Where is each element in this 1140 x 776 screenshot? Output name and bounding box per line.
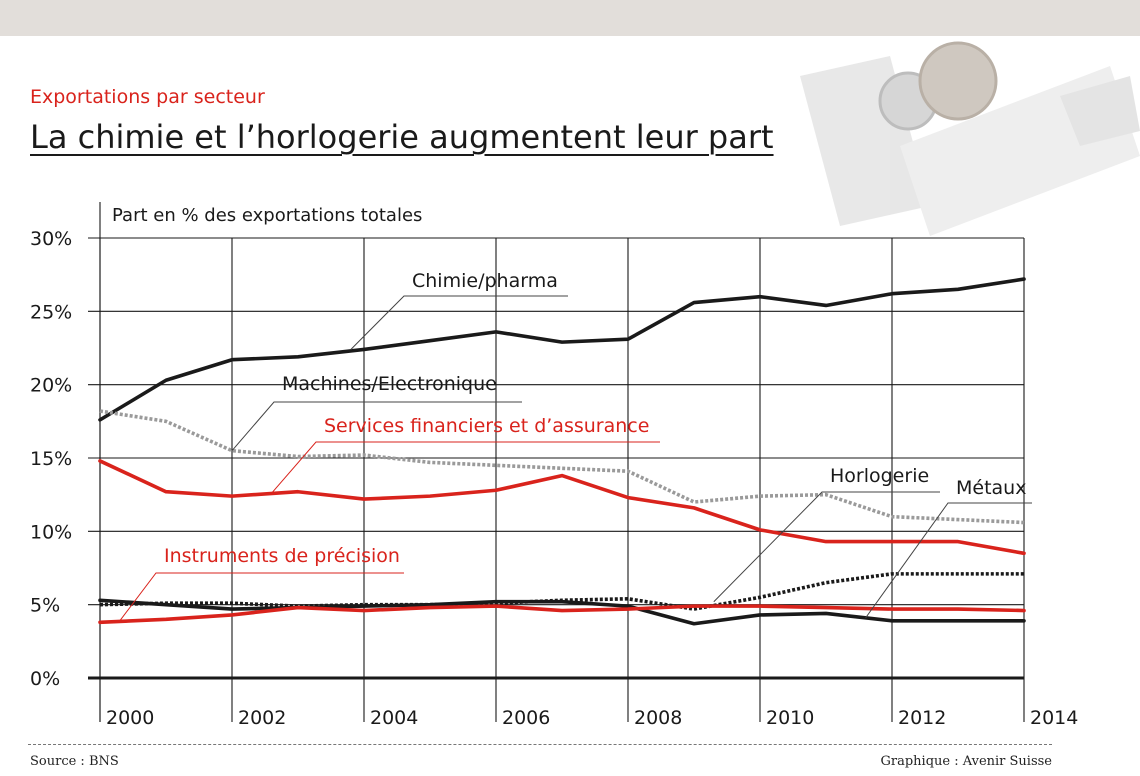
series-callout-line xyxy=(713,491,940,603)
x-tick-label: 2008 xyxy=(634,707,682,729)
series-label: Métaux xyxy=(956,477,1026,499)
y-axis-title: Part en % des exportations totales xyxy=(112,205,422,226)
x-tick-label: 2014 xyxy=(1030,707,1078,729)
series-line-5 xyxy=(98,598,1026,626)
series-callout-line xyxy=(119,572,404,622)
y-tick-label: 0% xyxy=(30,668,60,690)
top-bar xyxy=(0,0,1140,36)
x-tick-label: 2002 xyxy=(238,707,286,729)
y-tick-label: 30% xyxy=(30,228,72,250)
series-callout-line xyxy=(271,441,660,494)
banknote-coins-illustration xyxy=(800,41,1140,236)
x-tick-label: 2000 xyxy=(106,707,154,729)
series-callout-line xyxy=(865,502,1032,619)
series-label: Instruments de précision xyxy=(164,545,400,567)
series-line-6 xyxy=(98,604,1026,625)
y-tick-label: 10% xyxy=(30,521,72,543)
credit-note: Graphique : Avenir Suisse xyxy=(880,754,1052,769)
x-tick-label: 2012 xyxy=(898,707,946,729)
chart-title: La chimie et l’horlogerie augmentent leu… xyxy=(30,118,774,156)
series-label: Chimie/pharma xyxy=(412,270,558,292)
x-tick-label: 2006 xyxy=(502,707,550,729)
chart-subtitle: Exportations par secteur xyxy=(30,86,265,108)
source-note: Source : BNS xyxy=(30,754,119,769)
series-line-2 xyxy=(99,409,1025,525)
series-line-1 xyxy=(98,277,1026,422)
footer-divider xyxy=(28,744,1052,745)
y-tick-label: 20% xyxy=(30,375,72,397)
series-label: Services financiers et d’assurance xyxy=(324,415,649,437)
y-tick-label: 25% xyxy=(30,301,72,323)
x-tick-label: 2004 xyxy=(370,707,418,729)
series-line-4 xyxy=(99,572,1024,611)
series-callout-line xyxy=(231,401,522,451)
series-callout-line xyxy=(350,295,568,350)
series-line-3 xyxy=(98,459,1026,556)
y-tick-label: 15% xyxy=(30,448,72,470)
y-tick-label: 5% xyxy=(30,595,60,617)
x-tick-label: 2010 xyxy=(766,707,814,729)
series-label: Horlogerie xyxy=(830,465,929,487)
series-label: Machines/Electronique xyxy=(282,373,497,395)
